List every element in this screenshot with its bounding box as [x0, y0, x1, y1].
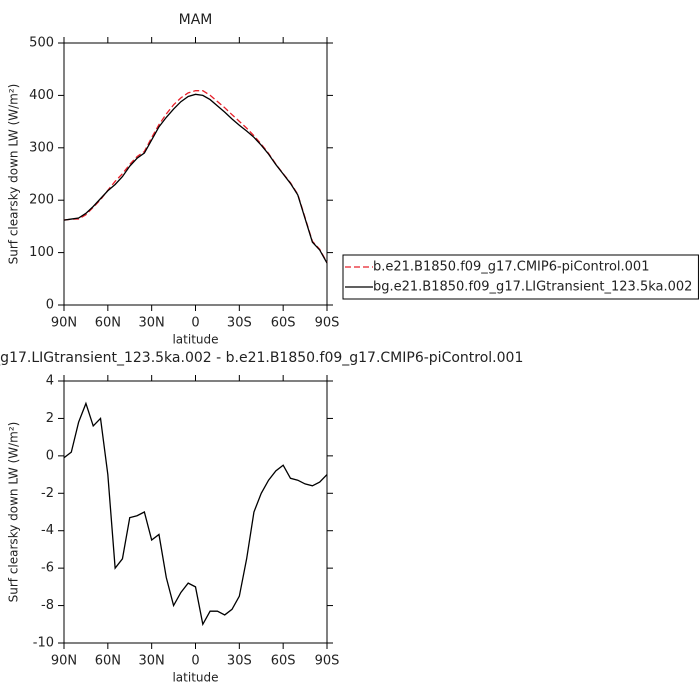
x-tick-label: 30S — [227, 654, 252, 669]
legend-label: b.e21.B1850.f09_g17.CMIP6-piControl.001 — [373, 260, 649, 275]
plot-frame — [63, 42, 328, 306]
y-tick-label: 300 — [29, 140, 54, 155]
y-tick-label: 200 — [29, 193, 54, 208]
y-tick-label: -2 — [41, 486, 54, 501]
data-line — [63, 401, 328, 627]
x-tick-label: 90S — [315, 316, 340, 331]
x-tick-label: 30S — [227, 316, 252, 331]
y-tick-label: 500 — [29, 36, 54, 51]
y-tick-label: 0 — [46, 298, 54, 313]
y-tick-label: -6 — [41, 561, 54, 576]
y-tick-label: 400 — [29, 88, 54, 103]
x-tick-label: 0 — [191, 316, 199, 331]
y-tick-label: 100 — [29, 245, 54, 260]
x-axis-label: latitude — [172, 333, 218, 347]
legend: b.e21.B1850.f09_g17.CMIP6-piControl.001b… — [342, 254, 699, 300]
x-tick-label: 60N — [95, 316, 121, 331]
y-tick-label: 4 — [46, 374, 54, 389]
chart-title: bg.e21.B1850.f09_g17.LIGtransient_123.5k… — [0, 350, 523, 366]
x-tick-label: 0 — [191, 654, 199, 669]
x-tick-label: 60N — [95, 654, 121, 669]
x-tick-label: 60S — [271, 316, 296, 331]
y-axis-label: Surf clearsky down LW (W/m²) — [7, 422, 21, 603]
legend-box — [342, 254, 699, 300]
x-tick-label: 90N — [51, 654, 77, 669]
y-tick-label: 2 — [46, 411, 54, 426]
chart-title: MAM — [179, 12, 213, 28]
x-tick-label: 30N — [139, 654, 165, 669]
x-tick-label: 30N — [139, 316, 165, 331]
x-tick-label: 60S — [271, 654, 296, 669]
y-tick-label: -10 — [33, 636, 54, 651]
x-axis-label: latitude — [172, 671, 218, 685]
data-line — [63, 93, 328, 264]
plot-frame — [63, 380, 328, 644]
y-tick-label: 0 — [46, 448, 54, 463]
x-tick-label: 90N — [51, 316, 77, 331]
x-tick-label: 90S — [315, 654, 340, 669]
y-tick-label: -8 — [41, 598, 54, 613]
data-line — [63, 90, 328, 263]
legend-label: bg.e21.B1850.f09_g17.LIGtransient_123.5k… — [373, 280, 692, 295]
y-axis-label: Surf clearsky down LW (W/m²) — [7, 84, 21, 265]
y-tick-label: -4 — [41, 523, 54, 538]
